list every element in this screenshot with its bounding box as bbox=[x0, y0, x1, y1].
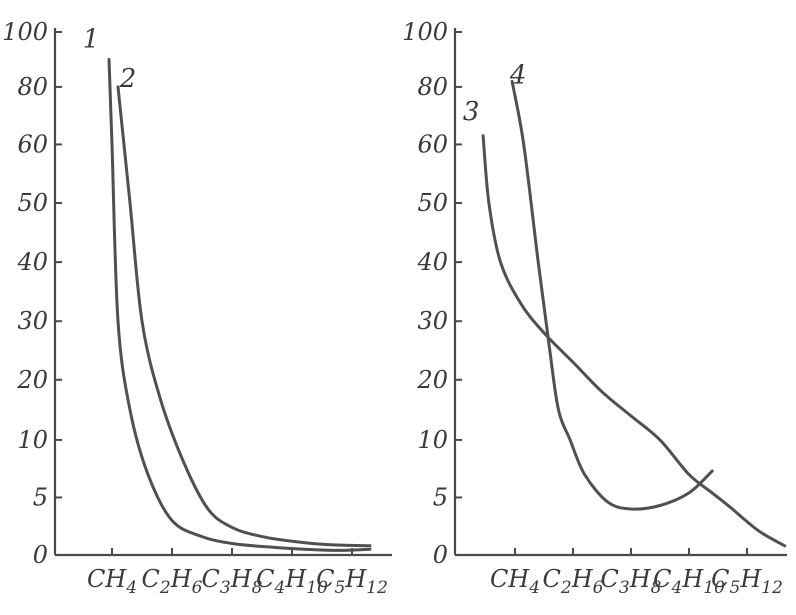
x-tick-label: C3H8 bbox=[601, 565, 662, 598]
series-2-line bbox=[116, 85, 372, 548]
y-tick-label: 10 bbox=[417, 426, 448, 454]
x-tick-label: C3H8 bbox=[202, 565, 263, 598]
y-tick-label: 40 bbox=[416, 248, 448, 276]
y-tick-label: 100 bbox=[2, 18, 48, 46]
series-4-label: 4 bbox=[509, 60, 527, 90]
y-tick-label: 60 bbox=[17, 130, 48, 158]
x-tick-label: CH4 bbox=[87, 565, 137, 598]
x-tick-label: C2H6 bbox=[543, 565, 604, 598]
series-2-label: 2 bbox=[119, 64, 137, 94]
y-tick-label: 80 bbox=[417, 73, 448, 101]
y-tick-label: 50 bbox=[17, 189, 48, 217]
x-tick-label: C4H10 bbox=[256, 565, 328, 598]
y-tick-label: 40 bbox=[16, 248, 48, 276]
y-tick-label: 5 bbox=[433, 483, 448, 511]
y-tick-label: 0 bbox=[433, 541, 448, 569]
y-tick-label: 0 bbox=[33, 541, 48, 569]
x-tick-label: CH4 bbox=[490, 565, 540, 598]
y-tick-label: 20 bbox=[416, 366, 448, 394]
y-tick-label: 10 bbox=[17, 426, 48, 454]
y-tick-label: 60 bbox=[417, 130, 448, 158]
y-tick-label: 5 bbox=[33, 483, 48, 511]
series-3-line bbox=[481, 134, 787, 548]
x-tick-label: C5H12 bbox=[711, 565, 783, 598]
y-tick-label: 50 bbox=[417, 189, 448, 217]
y-tick-label: 20 bbox=[16, 366, 48, 394]
x-tick-label: C5H12 bbox=[316, 565, 388, 598]
series-1-label: 1 bbox=[83, 24, 100, 54]
y-tick-label: 100 bbox=[402, 18, 448, 46]
chart-panel-1: 0 5 10 20 30 40 50 60 80 100 CH4 C2H6 C3H8C4H10C5H12… bbox=[2, 18, 392, 598]
x-tick-label: C4H10 bbox=[653, 565, 725, 598]
y-tick-label: 30 bbox=[17, 307, 48, 335]
chart-panel-2: 0 5 10 20 30 40 50 60 80 100 CH4 C2H6C3H8C4H10C5H12… bbox=[402, 18, 787, 598]
y-tick-label: 30 bbox=[417, 307, 448, 335]
series-1-line bbox=[107, 58, 372, 552]
y-tick-label: 80 bbox=[17, 73, 48, 101]
series-3-label: 3 bbox=[463, 97, 480, 127]
series-4-line bbox=[510, 79, 714, 511]
x-tick-label: C2H6 bbox=[142, 565, 203, 598]
